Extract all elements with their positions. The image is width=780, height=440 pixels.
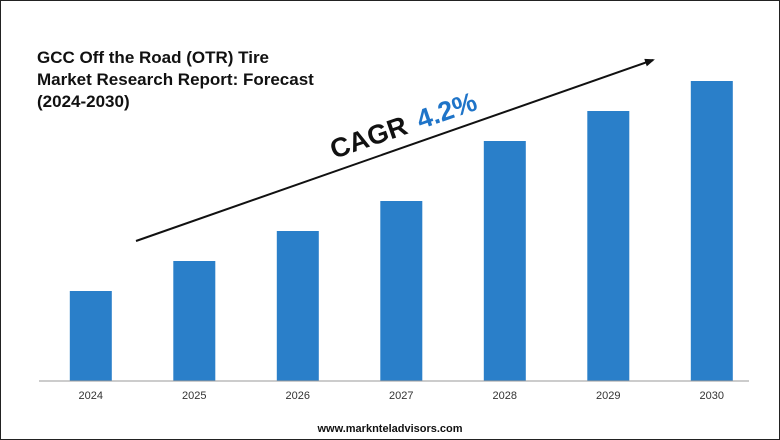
bar-2029 xyxy=(587,111,630,381)
chart-title-line-3: (2024-2030) xyxy=(37,92,130,111)
bars-layer xyxy=(69,81,733,381)
footer: www.marknteladvisors.com xyxy=(1,419,779,439)
bar-2027 xyxy=(380,201,423,381)
x-tick-labels: 2024 2025 2026 2027 2028 2029 2030 xyxy=(79,390,724,402)
cagr-annotation: CAGR 4.2% xyxy=(326,86,480,164)
bar-2028 xyxy=(483,141,526,381)
cagr-label: CAGR xyxy=(326,110,411,164)
x-tick-label-2029: 2029 xyxy=(596,390,620,402)
bar-2030 xyxy=(690,81,733,381)
x-tick-label-2026: 2026 xyxy=(286,390,310,402)
growth-arrow-line xyxy=(135,58,655,242)
x-tick-label-2027: 2027 xyxy=(389,390,413,402)
bar-2024 xyxy=(69,291,112,381)
x-tick-label-2028: 2028 xyxy=(493,390,517,402)
chart-title: GCC Off the Road (OTR) Tire Market Resea… xyxy=(37,47,317,113)
cagr-value: 4.2% xyxy=(413,86,481,134)
x-tick-label-2025: 2025 xyxy=(182,390,206,402)
bar-2026 xyxy=(276,231,319,381)
x-tick-label-2030: 2030 xyxy=(700,390,724,402)
growth-arrow xyxy=(135,58,655,242)
x-tick-label-2024: 2024 xyxy=(79,390,103,402)
bar-2025 xyxy=(173,261,216,381)
chart-title-line-1: GCC Off the Road (OTR) Tire xyxy=(37,48,270,67)
chart-title-line-2: Market Research Report: Forecast xyxy=(37,70,314,89)
footer-url: www.marknteladvisors.com xyxy=(317,423,463,435)
